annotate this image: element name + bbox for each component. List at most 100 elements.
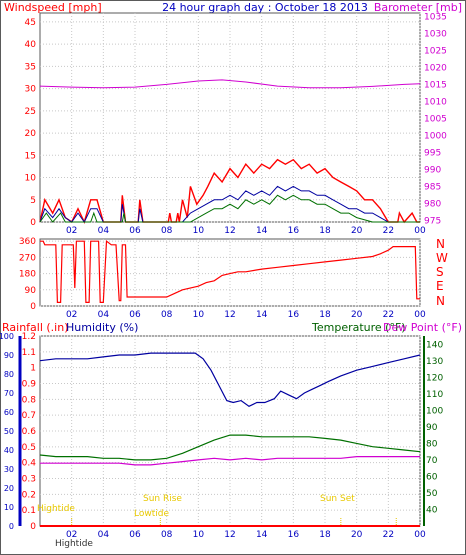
sunrise-label: Sun Rise: [143, 494, 182, 504]
rainfall-tick-label: 0: [30, 522, 36, 532]
dewpoint-axis-title: Dew Point (°F): [383, 321, 462, 334]
direction-tick-label: 180: [19, 270, 36, 280]
direction-time-tick-label: 22: [383, 310, 394, 320]
humidity-tick-label: 20: [4, 484, 14, 493]
weather-time-tick-label: 00: [414, 530, 426, 540]
temperature-tick-label: 60: [426, 472, 438, 482]
rain-humidity-temperature-panel: 02 04 06 08 10 12 14 16 18 20 22 0000.10.20.30.40.5…: [0, 332, 443, 540]
weather-time-tick-label: 14: [256, 530, 268, 540]
rainfall-tick-label: 1.1: [22, 348, 36, 358]
direction-tick-label: 360: [19, 237, 36, 247]
barometer-tick-label: 995: [424, 148, 441, 158]
direction-time-tick-label: 16: [288, 310, 300, 320]
rainfall-tick-label: 0.3: [22, 475, 36, 485]
weather-time-tick-label: 02: [66, 530, 77, 540]
wind-tick-label: 30: [25, 85, 37, 95]
weather-time-tick-label: 16: [288, 530, 300, 540]
barometer-axis-title: Barometer [mb]: [374, 1, 462, 14]
direction-time-tick-label: 10: [193, 310, 205, 320]
barometer-tick-label: 1035: [424, 12, 447, 22]
barometer-tick-label: 990: [424, 165, 441, 175]
humidity-tick-label: 40: [4, 446, 14, 455]
barometer-tick-label: 985: [424, 182, 441, 192]
humidity-tick-label: 60: [4, 408, 14, 417]
wind-time-tick-label: 08: [161, 226, 173, 236]
direction-time-tick-label: 02: [66, 310, 77, 320]
wind-time-tick-label: 06: [129, 226, 141, 236]
wind-time-tick-label: 14: [256, 226, 268, 236]
weather-time-tick-label: 08: [161, 530, 173, 540]
barometer-tick-label: 1030: [424, 29, 447, 39]
weather-time-tick-label: 04: [98, 530, 110, 540]
humidity-axis-title: Humidity (%): [66, 321, 138, 334]
temperature-tick-label: 100: [426, 406, 443, 416]
compass-label-east: E: [436, 279, 444, 293]
compass-label-north-bottom: N: [436, 294, 445, 308]
rainfall-tick-label: 0.6: [22, 427, 37, 437]
wind-time-tick-label: 22: [383, 226, 394, 236]
humidity-tick-label: 90: [4, 351, 14, 360]
hightide-label: Hightide: [37, 504, 75, 514]
wind-time-tick-label: 12: [224, 226, 235, 236]
graph-title: 24 hour graph day : October 18 2013: [162, 1, 368, 14]
direction-time-tick-label: 04: [98, 310, 110, 320]
rainfall-tick-label: 0.2: [22, 490, 36, 500]
direction-time-tick-label: 00: [414, 310, 426, 320]
lowtide-label: Lowtide: [134, 509, 169, 519]
bottom-hightide-label: Hightide: [55, 539, 93, 549]
barometer-tick-label: 1005: [424, 114, 447, 124]
direction-time-tick-label: 14: [256, 310, 268, 320]
temperature-tick-label: 130: [426, 357, 443, 367]
sunset-label: Sun Set: [320, 494, 355, 504]
temperature-axis-title: Temperature (°F): [311, 321, 406, 334]
wind-barometer-panel: 02 04 06 08 10 12 14 16 18 20 22 000510152025303540…: [25, 12, 448, 236]
series-dew-point-f-: [40, 456, 420, 466]
humidity-tick-label: 70: [4, 389, 14, 398]
series-barometer-mb-: [39, 79, 421, 89]
wind-tick-label: 25: [25, 107, 36, 117]
humidity-tick-label: 30: [4, 465, 14, 474]
weather-time-tick-label: 06: [129, 530, 141, 540]
wind-time-tick-label: 02: [66, 226, 77, 236]
humidity-tick-label: 10: [4, 503, 14, 512]
weather-time-tick-label: 18: [319, 530, 331, 540]
rainfall-tick-label: 0.7: [22, 411, 36, 421]
wind-time-tick-label: 16: [288, 226, 300, 236]
series-wind-gust-average: [39, 185, 420, 223]
temperature-tick-label: 110: [426, 390, 443, 400]
rainfall-tick-label: 1: [30, 364, 36, 374]
series-wind-direction: [40, 240, 420, 303]
wind-time-tick-label: 00: [414, 226, 426, 236]
rainfall-tick-label: 0.4: [22, 459, 37, 469]
barometer-tick-label: 1025: [424, 46, 447, 56]
wind-time-tick-label: 18: [319, 226, 331, 236]
temperature-tick-label: 80: [426, 439, 438, 449]
temperature-tick-label: 120: [426, 373, 443, 383]
rainfall-tick-label: 0.5: [22, 443, 36, 453]
compass-label-west: W: [436, 251, 448, 265]
barometer-tick-label: 975: [424, 216, 441, 226]
humidity-tick-label: 80: [4, 370, 14, 379]
barometer-tick-label: 1000: [424, 131, 447, 141]
temperature-tick-label: 40: [426, 505, 438, 515]
direction-time-tick-label: 08: [161, 310, 173, 320]
direction-tick-label: 270: [19, 253, 36, 263]
barometer-tick-label: 1020: [424, 63, 447, 73]
rainfall-tick-label: 0.9: [22, 380, 37, 390]
rainfall-axis-title: Rainfall (.in): [2, 321, 69, 334]
wind-tick-label: 5: [30, 196, 36, 206]
direction-tick-label: 90: [25, 286, 37, 296]
weather-time-tick-label: 10: [193, 530, 205, 540]
wind-axis-title: Windspeed [mph]: [4, 1, 102, 14]
series-wind-speed-average: [39, 194, 420, 223]
compass-label-north-top: N: [436, 237, 445, 251]
rainfall-tick-label: 0.8: [22, 395, 37, 405]
direction-time-tick-label: 12: [224, 310, 235, 320]
barometer-tick-label: 1015: [424, 80, 447, 90]
weather-time-tick-label: 20: [351, 530, 363, 540]
rainfall-tick-label: 1.2: [22, 332, 36, 342]
wind-tick-label: 10: [25, 174, 37, 184]
wind-time-tick-label: 04: [98, 226, 110, 236]
direction-time-tick-label: 20: [351, 310, 363, 320]
